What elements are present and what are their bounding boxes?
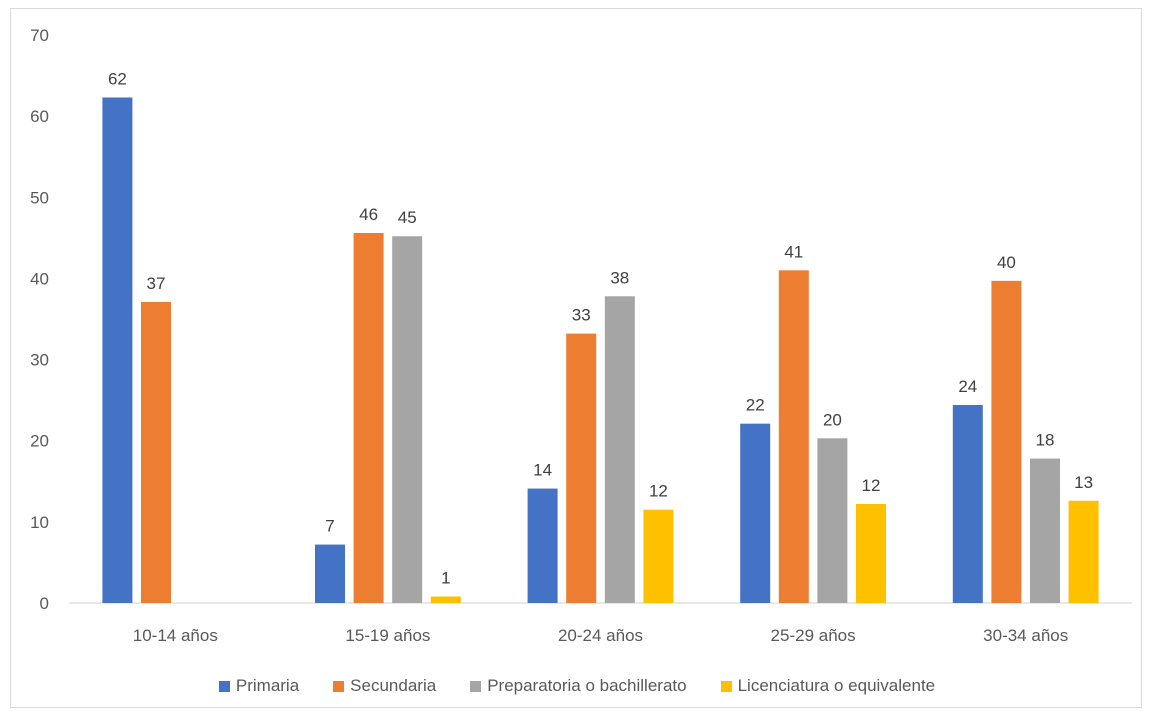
bar-preparatoria-o-bachillerato-1 xyxy=(392,236,423,603)
bar-secundaria-0 xyxy=(141,301,171,603)
data-label: 18 xyxy=(1036,431,1055,450)
legend: Primaria Secundaria Preparatoria o bachill… xyxy=(0,676,1154,696)
bar-secundaria-1 xyxy=(353,232,384,603)
bar-primaria-2 xyxy=(527,488,558,603)
data-label: 14 xyxy=(533,461,552,480)
bar-preparatoria-o-bachillerato-4 xyxy=(1030,458,1060,603)
bar-licenciatura-o-equivalente-4 xyxy=(1068,500,1099,603)
data-label: 13 xyxy=(1074,473,1093,492)
legend-swatch xyxy=(470,680,482,692)
data-label: 7 xyxy=(325,517,334,536)
data-label: 62 xyxy=(108,69,127,88)
bars-group xyxy=(102,97,1099,603)
bar-primaria-4 xyxy=(952,405,983,603)
legend-item: Secundaria xyxy=(333,676,436,696)
data-label: 45 xyxy=(398,208,417,227)
bar-primaria-0 xyxy=(102,97,133,603)
y-tick-label: 50 xyxy=(30,188,49,207)
data-label: 33 xyxy=(572,306,591,325)
bar-secundaria-3 xyxy=(778,270,809,603)
data-label: 12 xyxy=(649,482,668,501)
y-tick-label: 60 xyxy=(30,107,49,126)
data-label: 40 xyxy=(997,253,1016,272)
bar-preparatoria-o-bachillerato-3 xyxy=(817,438,848,603)
bar-secundaria-2 xyxy=(566,333,597,603)
data-label: 46 xyxy=(359,205,378,224)
y-tick-label: 20 xyxy=(30,432,49,451)
legend-swatch xyxy=(720,680,732,692)
x-tick-label: 15-19 años xyxy=(345,626,430,645)
y-tick-label: 30 xyxy=(30,351,49,370)
legend-swatch xyxy=(218,680,230,692)
legend-label: Licenciatura o equivalente xyxy=(737,676,936,695)
data-label: 38 xyxy=(610,268,629,287)
legend-label: Secundaria xyxy=(350,676,437,695)
data-label: 22 xyxy=(746,396,765,415)
y-axis-ticks: 0 10 20 30 40 50 60 70 xyxy=(30,26,49,613)
bar-licenciatura-o-equivalente-1 xyxy=(430,596,461,603)
legend-item: Primaria xyxy=(218,676,300,696)
legend-swatch xyxy=(333,680,345,692)
legend-label: Primaria xyxy=(235,676,300,695)
bar-licenciatura-o-equivalente-2 xyxy=(643,509,674,603)
bar-licenciatura-o-equivalente-3 xyxy=(856,504,886,603)
y-tick-label: 0 xyxy=(40,594,49,613)
x-axis-ticks: 10-14 años 15-19 años 20-24 años 25-29 años… xyxy=(133,626,1068,645)
x-tick-label: 30-34 años xyxy=(983,626,1068,645)
data-label: 12 xyxy=(862,476,881,495)
legend-item: Preparatoria o bachillerato xyxy=(470,676,687,696)
y-tick-label: 70 xyxy=(30,26,49,45)
x-tick-label: 20-24 años xyxy=(558,626,643,645)
bar-primaria-3 xyxy=(740,423,771,603)
x-tick-label: 10-14 años xyxy=(133,626,218,645)
legend-label: Preparatoria o bachillerato xyxy=(487,676,687,695)
data-labels-group: 62 37 7 46 45 1 14 33 38 12 22 41 20 12 24 40 18 13 xyxy=(108,69,1093,587)
data-label: 1 xyxy=(441,569,450,588)
data-label: 24 xyxy=(958,377,977,396)
legend-item: Licenciatura o equivalente xyxy=(720,676,936,696)
bar-primaria-1 xyxy=(315,544,345,603)
y-tick-label: 40 xyxy=(30,269,49,288)
data-label: 20 xyxy=(823,410,842,429)
bar-secundaria-4 xyxy=(991,280,1022,603)
x-tick-label: 25-29 años xyxy=(771,626,856,645)
data-label: 37 xyxy=(147,274,166,293)
y-tick-label: 10 xyxy=(30,513,49,532)
bar-preparatoria-o-bachillerato-2 xyxy=(604,296,635,603)
data-label: 41 xyxy=(784,242,803,261)
